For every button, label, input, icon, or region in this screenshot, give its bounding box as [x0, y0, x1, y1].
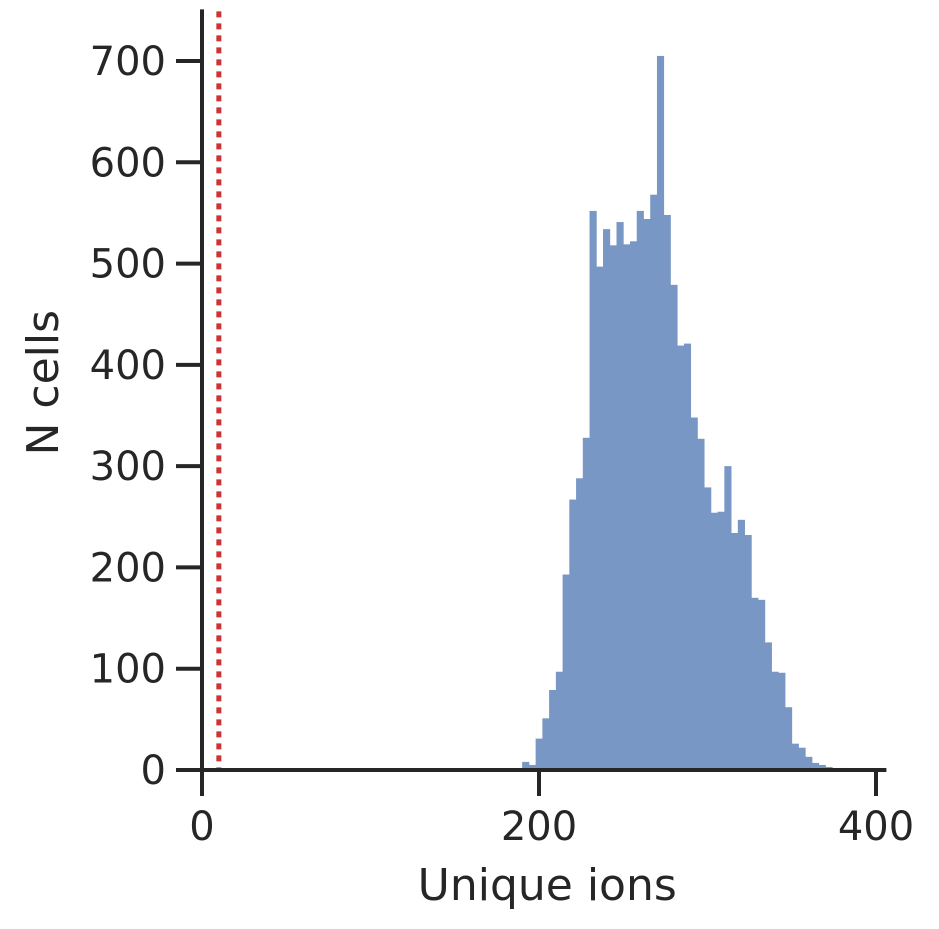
- histogram-bar: [811, 762, 820, 770]
- histogram-bar: [710, 512, 719, 770]
- histogram-bar: [569, 499, 577, 770]
- histogram-bar: [663, 214, 671, 770]
- histogram-bar: [562, 574, 570, 770]
- histogram-bar: [683, 343, 692, 770]
- histogram-bar: [582, 437, 590, 770]
- histogram-bar: [643, 219, 651, 770]
- y-tick-label: 400: [90, 343, 166, 389]
- histogram-bar: [764, 642, 772, 770]
- histogram-bar: [798, 747, 806, 770]
- histogram-bar: [771, 671, 779, 770]
- x-tick-label: 400: [838, 804, 914, 850]
- histogram-bar: [724, 466, 732, 770]
- y-tick-label: 700: [90, 39, 166, 85]
- histogram-bar: [623, 244, 631, 770]
- histogram-bar: [731, 532, 739, 770]
- histogram-bar: [778, 672, 786, 770]
- histogram-bar: [791, 743, 799, 770]
- histogram-bar: [609, 245, 617, 771]
- histogram-bar: [555, 671, 563, 770]
- x-axis-title: Unique ions: [418, 860, 677, 911]
- histogram-bar: [785, 707, 793, 770]
- histogram-bar: [751, 597, 759, 770]
- histogram-bar: [636, 210, 644, 771]
- histogram-bar: [670, 284, 678, 770]
- histogram-bar: [596, 266, 604, 770]
- histogram-bar: [528, 764, 537, 770]
- y-axis-title: N cells: [18, 310, 69, 456]
- histogram-bar: [603, 229, 611, 771]
- histogram-bar: [549, 689, 557, 770]
- histogram-bar: [535, 738, 543, 770]
- histogram-bar: [650, 194, 658, 770]
- ticks: 0 100 200 300 400 500 600 700 0 200 400: [90, 39, 915, 850]
- histogram-bar: [589, 210, 597, 771]
- histogram-bar: [629, 241, 638, 770]
- histogram-bar: [677, 345, 685, 770]
- histogram-bar: [697, 438, 705, 770]
- histogram-bar: [576, 478, 584, 770]
- histogram-bar: [616, 222, 624, 770]
- axes: [200, 9, 887, 772]
- y-tick-label: 300: [90, 444, 166, 490]
- histogram-bar: [737, 519, 745, 770]
- x-tick-label: 0: [189, 804, 214, 850]
- histogram-bars: [522, 55, 847, 771]
- y-tick-label: 100: [90, 647, 166, 693]
- y-tick-label: 200: [90, 545, 166, 591]
- histogram-bar: [818, 764, 826, 770]
- histogram-bar: [656, 55, 665, 770]
- x-tick-label: 200: [501, 804, 577, 850]
- y-tick-label: 0: [141, 748, 166, 794]
- histogram-bar: [805, 756, 813, 770]
- histogram-bar: [717, 511, 725, 770]
- histogram-bar: [690, 417, 698, 770]
- histogram-bar: [758, 599, 766, 770]
- histogram-bar: [704, 487, 712, 770]
- y-tick-label: 600: [90, 140, 166, 186]
- histogram-bar: [542, 718, 550, 770]
- y-tick-label: 500: [90, 242, 166, 288]
- histogram-bar: [522, 761, 530, 770]
- histogram-bar: [744, 535, 752, 770]
